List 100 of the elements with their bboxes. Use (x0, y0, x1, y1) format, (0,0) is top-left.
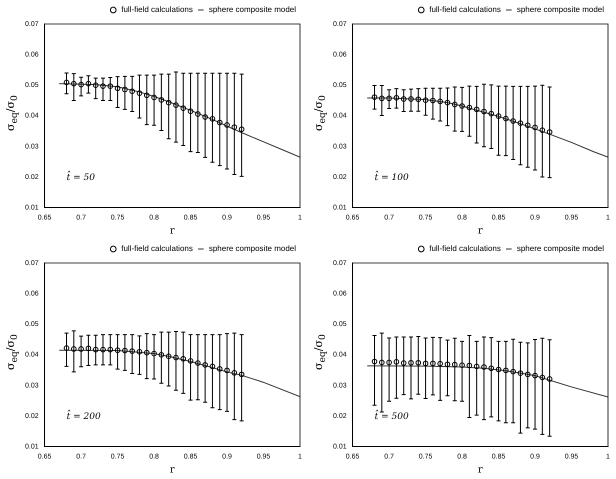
point (122, 86, 128, 92)
point (64, 80, 70, 86)
point (488, 110, 494, 116)
point (422, 97, 428, 103)
point (430, 98, 436, 104)
point (444, 100, 450, 106)
point (71, 80, 77, 86)
point (151, 350, 157, 356)
point (394, 359, 400, 365)
point (546, 376, 552, 382)
point (86, 80, 92, 86)
point (496, 113, 502, 119)
point (474, 106, 480, 112)
point (430, 360, 436, 366)
legend-label: full-field calculations (429, 244, 501, 254)
point (122, 348, 128, 354)
point (437, 360, 443, 366)
point (466, 104, 472, 110)
point (400, 96, 406, 102)
point (518, 370, 524, 376)
point (100, 346, 106, 352)
point (372, 94, 378, 100)
point (216, 120, 223, 126)
point (532, 372, 538, 378)
point (524, 122, 531, 128)
legend-label: full-field calculations (429, 5, 501, 14)
point (386, 96, 392, 102)
point (180, 356, 186, 362)
point (173, 102, 179, 108)
point (195, 360, 201, 366)
point (210, 116, 216, 122)
annotation: t̂ = 200 (66, 408, 101, 422)
annotation: t̂ = 100 (374, 170, 409, 183)
point (92, 82, 98, 88)
point (151, 94, 157, 100)
point (92, 346, 98, 352)
point (180, 105, 186, 111)
point (532, 124, 538, 130)
point (481, 108, 487, 114)
legend-label: sphere composite model (516, 5, 604, 14)
point (481, 364, 487, 370)
point (158, 97, 164, 103)
point (466, 362, 472, 368)
point (400, 360, 406, 366)
point (158, 352, 164, 358)
legend-label: full-field calculations (121, 5, 193, 14)
point (488, 365, 494, 372)
point (474, 364, 480, 370)
point (422, 360, 428, 366)
point (144, 350, 150, 356)
point (64, 345, 70, 351)
point (540, 374, 546, 380)
x-axis-title: r (478, 226, 483, 237)
point (540, 127, 546, 133)
point (503, 368, 509, 374)
point (394, 94, 400, 101)
point (114, 347, 120, 354)
legend-label: sphere composite model (208, 5, 296, 14)
point (78, 346, 84, 352)
point (408, 96, 414, 102)
annotation: t̂ = 500 (374, 408, 409, 422)
legend-label: full-field calculations (121, 244, 193, 254)
point (452, 102, 458, 108)
point (437, 98, 443, 104)
legend-label: sphere composite model (208, 244, 296, 254)
point (232, 370, 238, 376)
point (524, 372, 531, 378)
point (518, 120, 524, 126)
point (173, 354, 179, 360)
point (136, 348, 142, 355)
point (107, 346, 114, 352)
point (114, 85, 120, 92)
point (129, 88, 135, 94)
point (202, 362, 208, 368)
x-axis-title: r (170, 226, 175, 237)
point (78, 82, 84, 88)
point (202, 114, 208, 120)
point (238, 126, 244, 132)
annotation: t̂ = 50 (66, 170, 96, 183)
point (444, 361, 450, 368)
point (238, 372, 244, 378)
point (386, 360, 392, 366)
x-axis-title: r (170, 464, 175, 476)
point (415, 360, 422, 366)
point (224, 122, 230, 128)
point (166, 354, 172, 360)
point (510, 118, 516, 124)
point (107, 83, 114, 89)
point (100, 83, 106, 89)
point (224, 368, 230, 374)
point (408, 360, 414, 366)
point (452, 362, 458, 368)
point (415, 96, 422, 102)
point (210, 364, 216, 370)
point (195, 111, 201, 117)
point (71, 346, 77, 352)
point (503, 116, 509, 122)
point (188, 358, 194, 364)
point (232, 124, 238, 130)
point (379, 360, 385, 366)
